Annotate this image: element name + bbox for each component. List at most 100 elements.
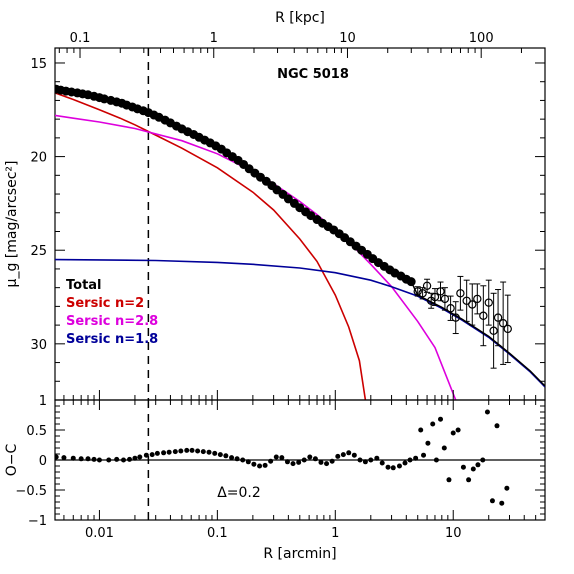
residual-point [396,463,402,469]
residual-y-tick-label: 0.5 [26,424,47,439]
residual-point [430,421,436,427]
residual-point [494,423,500,429]
residual-point [268,458,274,464]
residual-point [212,450,218,456]
residual-point [421,452,427,458]
residual-point [184,447,190,453]
residual-point [385,464,391,470]
data-point-errorbar [413,286,422,297]
residual-point [374,455,380,461]
residual-y-tick-label: −1 [28,514,47,529]
residual-point [324,461,330,467]
residual-point [217,452,223,458]
data-point-errorbar [446,295,455,321]
residual-y-tick-label: −0.5 [15,484,47,499]
residual-point [329,458,335,464]
residual-point [357,457,363,463]
residual-point [284,459,290,465]
data-point [503,324,512,334]
data-point [422,281,432,290]
data-point [413,287,422,296]
residual-point [273,454,279,460]
residual-point [161,450,167,456]
data-point-errorbar [440,287,450,311]
data-point [484,298,493,307]
residual-point [307,454,313,460]
residual-point [475,462,481,468]
residual-point [166,449,172,455]
residual-point [257,463,263,469]
model-curve-sersic-n-2-8 [55,114,457,400]
data-point-errorbar [422,278,432,293]
data-point-errorbar [489,292,498,369]
residual-point [413,455,419,461]
data-point [479,311,488,320]
data-point-errorbar [493,289,503,347]
residual-point [127,456,133,462]
data-point [436,287,445,296]
residual-point [290,461,296,467]
y-tick-label: 15 [30,57,47,72]
residual-point [200,449,206,455]
residual-point [172,449,178,455]
residual-point [318,459,324,465]
residual-point [91,456,97,462]
data-point [406,277,416,287]
residual-point [362,459,368,465]
residual-point [262,462,268,468]
top-x-tick-label: 100 [469,31,494,46]
residual-point [455,427,461,433]
data-point [456,289,465,298]
data-point [473,294,482,304]
residual-point [312,456,318,462]
residual-point [223,453,229,459]
residual-point [279,455,285,461]
residual-point [154,450,160,456]
data-point-errorbar [498,281,508,365]
residual-point [351,452,357,458]
residual-point [499,500,505,506]
delta-annotation: Δ=0.2 [217,485,261,501]
residual-point [489,498,495,504]
residual-point [195,448,201,454]
residual-point [441,445,447,451]
residual-point [470,466,476,472]
top-axis-title: R [kpc] [275,10,325,26]
top-x-tick-label: 0.1 [70,31,91,46]
profile-frame [54,47,546,401]
residual-point [390,465,396,471]
residual-point [438,416,444,422]
residual-point [137,454,143,460]
data-point [272,185,282,195]
residual-point [484,409,490,415]
residual-point [85,456,91,462]
data-point [306,211,316,221]
y-tick-label: 30 [30,338,47,353]
x-tick-label: 1 [331,526,339,541]
residual-point [61,455,67,461]
data-point-errorbar [430,288,440,306]
data-point [462,296,471,305]
data-point-errorbar [436,281,445,302]
y-axis-title: μ_g [mag/arcsec²] [4,161,20,288]
residual-point [96,457,102,463]
residual-point [251,461,257,467]
residual-point [296,459,302,465]
data-point-errorbar [503,294,512,364]
data-point-errorbar [484,279,493,326]
data-point [446,304,455,313]
x-tick-label: 0.1 [207,526,228,541]
residual-point [466,477,472,483]
residual-y-axis-title: O−C [4,444,20,477]
x-tick-label: 10 [445,526,462,541]
legend-item: Total [66,278,102,293]
residual-point [346,450,352,456]
residual-point [301,457,307,463]
residual-point [368,457,374,463]
residual-point [245,459,251,465]
data-point [489,326,498,335]
residual-point [121,457,127,463]
residual-point [480,457,486,463]
residual-point [446,477,452,483]
